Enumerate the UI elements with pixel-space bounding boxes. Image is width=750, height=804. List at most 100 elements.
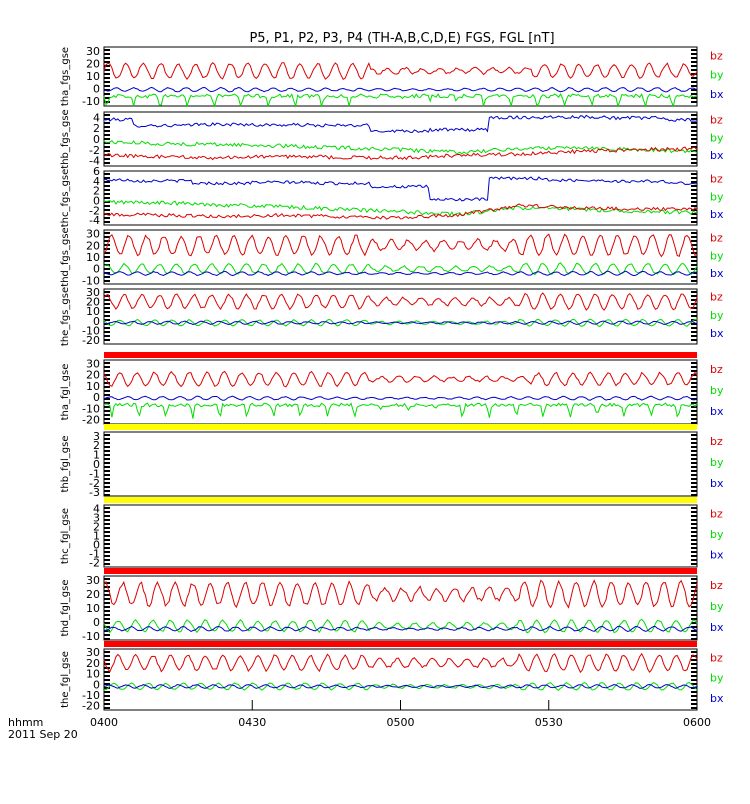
series-line-bx (103, 395, 698, 401)
series-line-by (103, 681, 698, 691)
y-tick-label: 30 (86, 574, 100, 587)
y-tick-label: 0 (93, 82, 100, 95)
y-tick-label: 4 (93, 175, 100, 188)
series-line-bz (103, 370, 698, 388)
x-tick-label: 0600 (683, 716, 711, 729)
y-tick-label: 10 (86, 70, 100, 83)
y-tick-label: 20 (86, 57, 100, 70)
legend-by: by (710, 528, 724, 541)
y-tick-label: 10 (86, 305, 100, 318)
series-line-bx (103, 320, 698, 326)
y-tick-label: -2 (89, 477, 100, 490)
panel-label: the_fgl_gse (60, 651, 71, 708)
legend-bx: bx (710, 477, 724, 490)
y-tick-label: -3 (89, 486, 100, 499)
y-tick-label: 0 (93, 315, 100, 328)
series-line-by (103, 199, 698, 217)
y-tick-label: 20 (86, 296, 100, 309)
series-line-bx (103, 625, 698, 633)
y-tick-label: 20 (86, 657, 100, 670)
y-tick-label: 3 (93, 512, 100, 525)
y-tick-label: 10 (86, 668, 100, 681)
legend-bz: bz (710, 435, 723, 448)
legend-bz: bz (710, 173, 723, 186)
y-tick-label: -20 (82, 334, 100, 347)
panel-label: thb_fgs_gse (60, 109, 71, 168)
panel-label: thb_fgl_gse (60, 436, 71, 493)
legend-bz: bz (710, 508, 723, 521)
legend-bz: bz (710, 579, 723, 592)
y-tick-label: 30 (86, 45, 100, 58)
y-tick-label: 2 (93, 185, 100, 198)
y-tick-label: 20 (86, 588, 100, 601)
y-tick-label: 1 (93, 449, 100, 462)
y-tick-label: -2 (89, 204, 100, 217)
panel-label: the_fgs_gse (60, 287, 71, 346)
legend-bz: bz (710, 652, 723, 665)
panel-frame (103, 431, 698, 497)
panel-separator-bar (104, 497, 697, 503)
y-tick-label: 20 (86, 239, 100, 252)
series-line-bz (104, 203, 698, 220)
legend-bx: bx (710, 549, 724, 562)
series-line-by (103, 93, 698, 108)
y-tick-label: 30 (86, 646, 100, 659)
series-line-by (103, 140, 698, 155)
series-line-bx (103, 176, 698, 202)
legend-bx: bx (710, 149, 724, 162)
y-tick-label: -2 (89, 144, 100, 157)
legend-bx: bx (710, 267, 724, 280)
y-tick-label: 0 (93, 678, 100, 691)
legend-bz: bz (710, 114, 723, 127)
panel-label: tha_fgl_gse (60, 364, 71, 421)
x-axis-unit: hhmm (8, 716, 43, 729)
y-tick-label: 4 (93, 111, 100, 124)
panel-frame (103, 288, 698, 345)
legend-bz: bz (710, 49, 723, 62)
y-tick-label: 0 (93, 194, 100, 207)
y-tick-label: 0 (93, 263, 100, 276)
series-line-bz (103, 579, 698, 609)
y-tick-label: 20 (86, 369, 100, 382)
legend-bx: bx (710, 405, 724, 418)
y-tick-label: 2 (93, 521, 100, 534)
legend-bz: bz (710, 291, 723, 304)
panel-frame (103, 504, 698, 568)
x-tick-label: 0400 (90, 716, 118, 729)
series-line-bx (103, 114, 698, 134)
y-tick-label: 10 (86, 251, 100, 264)
y-tick-label: 0 (93, 616, 100, 629)
legend-by: by (710, 600, 724, 613)
series-line-bz (103, 233, 698, 258)
chart-title: P5, P1, P2, P3, P4 (TH-A,B,C,D,E) FGS, F… (249, 31, 554, 46)
x-tick-label: 0530 (535, 716, 563, 729)
series-line-bz (103, 61, 698, 81)
y-tick-label: -1 (89, 548, 100, 561)
panel-label: thd_fgl_gse (60, 580, 71, 637)
series-line-bz (103, 652, 698, 674)
legend-by: by (710, 456, 724, 469)
legend-by: by (710, 309, 724, 322)
y-tick-label: -4 (89, 214, 100, 227)
series-line-bz (103, 292, 698, 311)
panel-frame (103, 46, 698, 107)
y-tick-label: -20 (82, 414, 100, 427)
y-tick-label: -10 (82, 95, 100, 108)
legend-bx: bx (710, 692, 724, 705)
panel-label: thc_fgs_gse (60, 169, 71, 228)
panel-label: tha_fgs_gse (60, 47, 71, 106)
legend-by: by (710, 131, 724, 144)
y-tick-label: -10 (82, 630, 100, 643)
y-tick-label: -2 (89, 557, 100, 570)
legend-by: by (710, 384, 724, 397)
panel-separator-bar (104, 352, 697, 358)
panel-separator-bar (104, 641, 697, 647)
y-tick-label: 0 (93, 458, 100, 471)
y-tick-label: 2 (93, 439, 100, 452)
date-label: 2011 Sep 20 (8, 728, 78, 741)
legend-bx: bx (710, 327, 724, 340)
legend-bx: bx (710, 208, 724, 221)
y-tick-label: 10 (86, 380, 100, 393)
